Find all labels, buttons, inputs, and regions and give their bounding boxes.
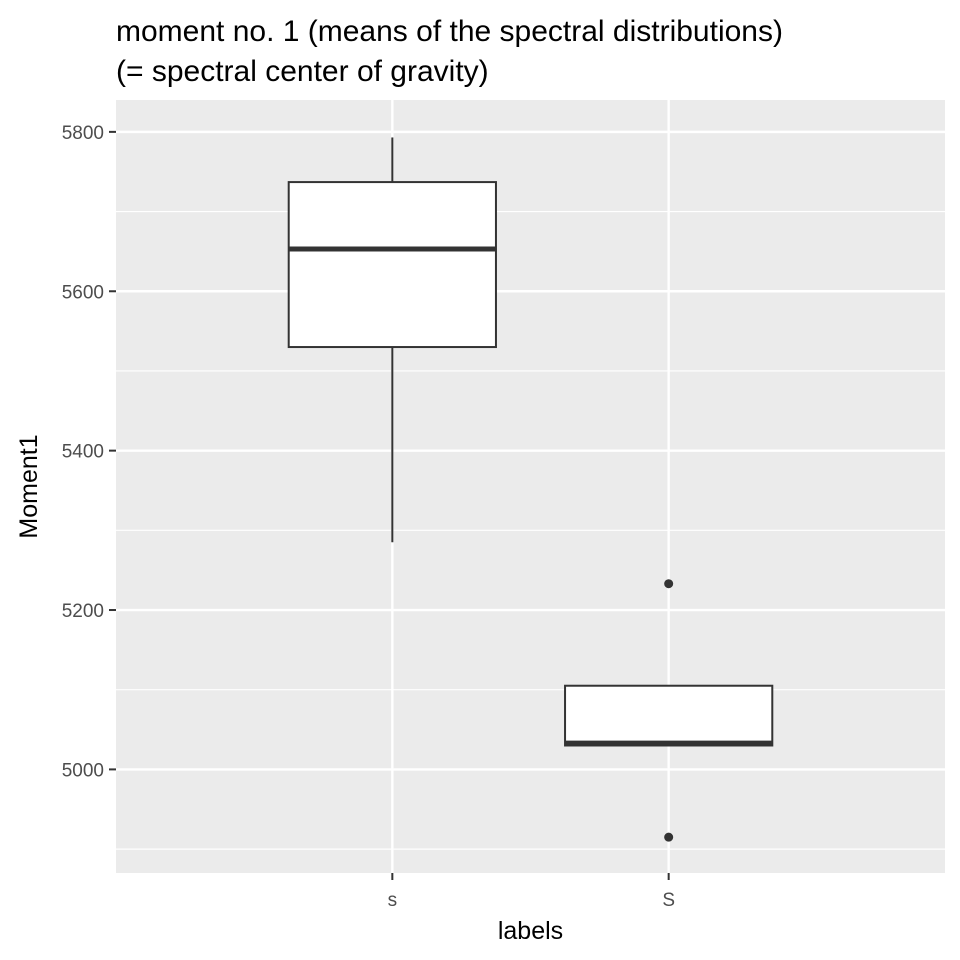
box-iqr <box>287 181 497 349</box>
box-lower-s <box>287 137 497 543</box>
box-layer <box>287 137 774 842</box>
y-axis-title: Moment1 <box>15 434 43 538</box>
x-tick-label: s <box>388 890 398 911</box>
y-tick-label: 5800 <box>62 123 104 144</box>
x-tick-label: S <box>662 890 675 911</box>
y-tick-label: 5600 <box>62 282 104 303</box>
x-axis-title: labels <box>498 917 563 945</box>
y-tick-label: 5000 <box>62 760 104 781</box>
outlier-point <box>664 579 674 589</box>
chart-title-line-2: (= spectral center of gravity) <box>116 55 489 88</box>
y-tick-label: 5200 <box>62 601 104 622</box>
y-axis: 5000 5200 5400 5600 5800 <box>62 123 116 781</box>
outlier-point <box>664 832 674 842</box>
plot-panel <box>116 100 945 873</box>
y-tick-label: 5400 <box>62 442 104 463</box>
box-iqr <box>564 684 774 747</box>
minor-gridlines <box>116 210 945 850</box>
chart-title-line-1: moment no. 1 (means of the spectral dist… <box>116 15 783 48</box>
box-upper-s <box>564 579 774 842</box>
